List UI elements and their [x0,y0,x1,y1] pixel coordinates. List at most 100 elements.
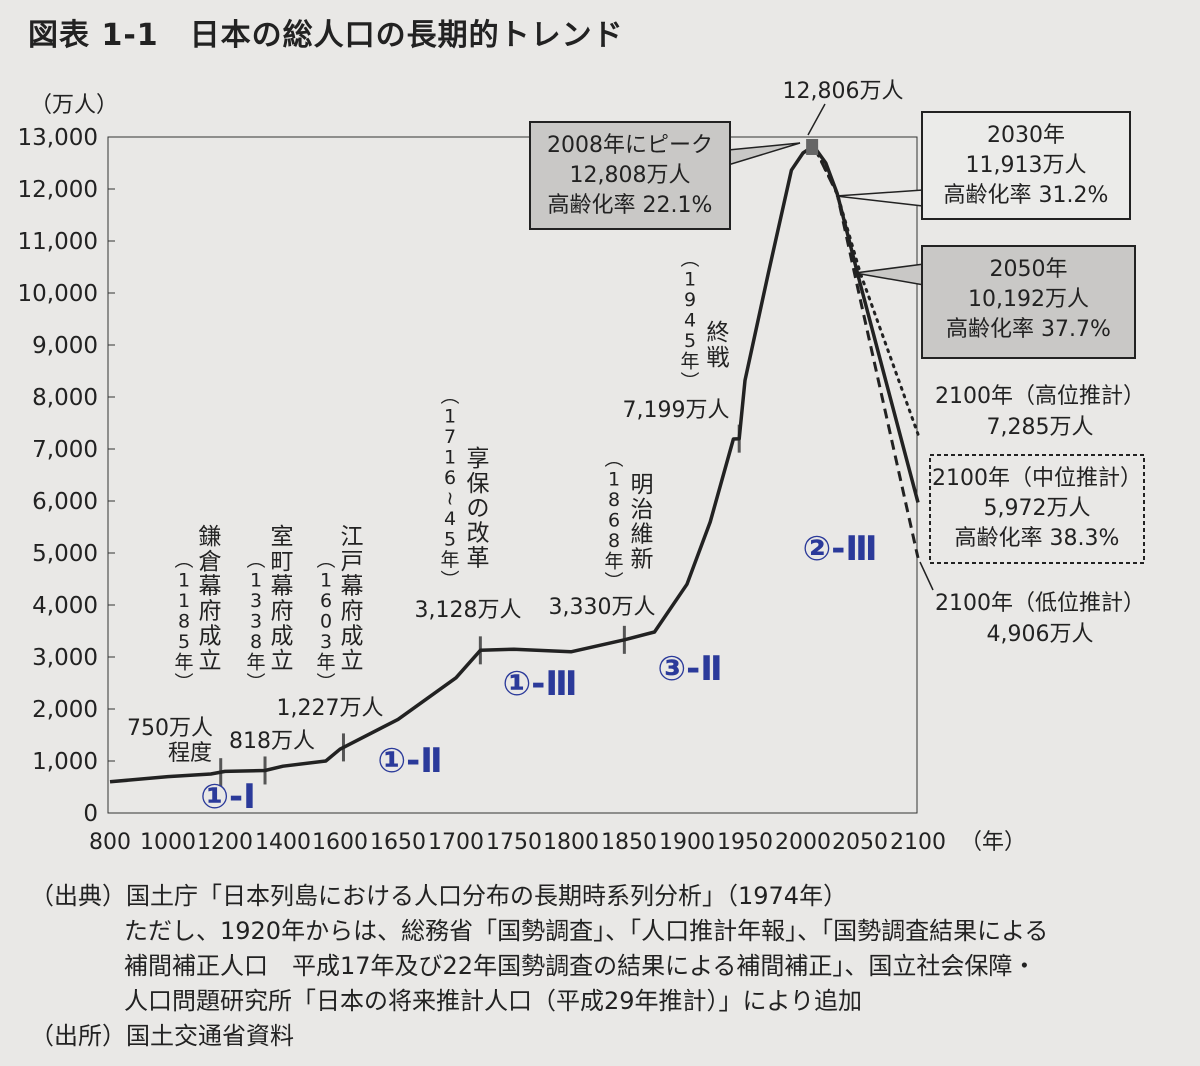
box-2050-text: 2050年 [990,257,1068,282]
value-label: 818万人 [229,729,315,754]
event-year: 1 [444,406,456,428]
event-label: の [467,496,490,522]
peak-box-text: 高齢化率 22.1% [548,193,713,218]
event-year: ︶ [680,371,699,393]
value-label: 程度 [168,741,212,766]
handwritten-note: ①-Ⅰ [200,777,256,817]
y-tick-label: 7,000 [32,437,98,463]
event-year: ︶ [174,672,193,694]
event-label: 明 [631,472,654,498]
box-2030-text: 11,913万人 [966,153,1087,178]
y-tick-label: 1,000 [32,749,98,775]
y-tick-label: 4,000 [32,593,98,619]
event-year: 年 [680,351,699,373]
event-year: ︵ [174,549,193,571]
source-line-3: 補間補正人口 平成17年及び22年国勢調査の結果による補間補正」、国立社会保障・ [124,952,1037,980]
projection-low-line [813,146,920,559]
y-tick-label: 3,000 [32,645,98,671]
event-label: 改 [467,521,490,547]
x-axis-unit: （年） [960,830,1026,855]
mid-projection-box-text: 2100年（中位推計） [932,466,1142,491]
event-year: 1 [684,269,696,291]
peak-box-text: 12,808万人 [570,163,691,188]
source-line-2: ただし、1920年からは、総務省「国勢調査」、「人口推計年報」、「国勢調査結果に… [124,917,1049,945]
event-label: 府 [271,599,294,625]
x-tick-label: 1600 [312,830,368,855]
value-label: 3,330万人 [549,595,656,620]
event-year: 1 [320,570,332,592]
low-leader [919,561,934,591]
low-projection-label: 2100年（低位推計） [935,591,1145,616]
event-label: 新 [631,547,654,573]
value-label: 7,199万人 [623,398,730,423]
event-year: 1 [250,570,262,592]
event-year: 6 [320,590,332,612]
event-year: 8 [250,631,262,653]
y-tick-label: 0 [83,801,98,827]
box-2050 [921,245,1136,359]
event-year: 6 [444,467,456,489]
event-year: 8 [608,530,620,552]
source-line-4: 人口問題研究所「日本の将来推計人口（平成29年推計）」により追加 [124,987,863,1015]
event-label: 江 [341,524,364,550]
event-year: 1 [178,570,190,592]
y-tick-label: 12,000 [18,177,98,203]
x-tick-label: 2050 [832,830,888,855]
event-label: 戸 [341,549,364,575]
event-label: 府 [341,599,364,625]
event-year: 5 [178,631,190,653]
y-tick-label: 8,000 [32,385,98,411]
y-tick-label: 2,000 [32,697,98,723]
event-year: ︵ [316,549,335,571]
mid-projection-box-text: 高齢化率 38.3% [955,526,1120,551]
event-label: 幕 [271,574,294,600]
event-year: 9 [684,289,696,311]
event-year: 年 [174,652,193,674]
event-label: 町 [271,549,294,575]
event-label: 終 [707,320,730,346]
event-label: 治 [631,497,654,523]
population-chart: 0 1,000 2,000 3,000 4,000 5,000 6,000 7,000 8,00… [18,79,1145,855]
value-label: 12,806万人 [783,79,904,104]
event-label: 立 [341,648,364,674]
event-year: 年 [246,652,265,674]
mid-projection-box [929,454,1145,564]
y-tick-label: 5,000 [32,541,98,567]
high-projection-label: 2100年（高位推計） [935,384,1145,409]
high-projection-label: 7,285万人 [987,415,1094,440]
event-year: ︶ [316,672,335,694]
event-label: 幕 [341,574,364,600]
chart-title: 図表 1-1 日本の総人口の長期的トレンド [28,18,624,53]
event-year: 年 [604,551,623,573]
event-label: 室 [271,524,294,550]
value-label: 1,227万人 [277,696,384,721]
event-year: ︶ [246,672,265,694]
event-year: ≀ [446,488,453,510]
event-label: 戦 [707,345,730,371]
box-2050-text: 10,192万人 [968,287,1089,312]
box-2050-text: 高齢化率 37.7% [946,317,1111,342]
x-tick-label: 2100 [890,830,946,855]
low-projection-label: 4,906万人 [987,622,1094,647]
event-year: 8 [178,611,190,633]
x-tick-label: 1750 [486,830,542,855]
event-year: 7 [444,426,456,448]
event-label: 革 [467,545,490,571]
handwritten-note: ③-Ⅱ [657,649,722,689]
event-year: 年 [316,652,335,674]
x-tick-label: 1700 [428,830,484,855]
peak-marker [806,138,819,155]
peak-box-text: 2008年にピーク [547,133,713,158]
event-year: 3 [250,611,262,633]
peak-box [529,121,731,230]
event-year: 4 [684,310,696,332]
peak-leader [807,103,826,136]
event-year: 8 [608,489,620,511]
event-label: 維 [631,522,654,548]
box-2030-pointer [835,189,924,207]
plot-frame [107,136,918,814]
event-year: 1 [178,590,190,612]
y-tick-label: 11,000 [18,229,98,255]
event-label: 成 [199,623,222,649]
box-2030 [921,111,1131,220]
